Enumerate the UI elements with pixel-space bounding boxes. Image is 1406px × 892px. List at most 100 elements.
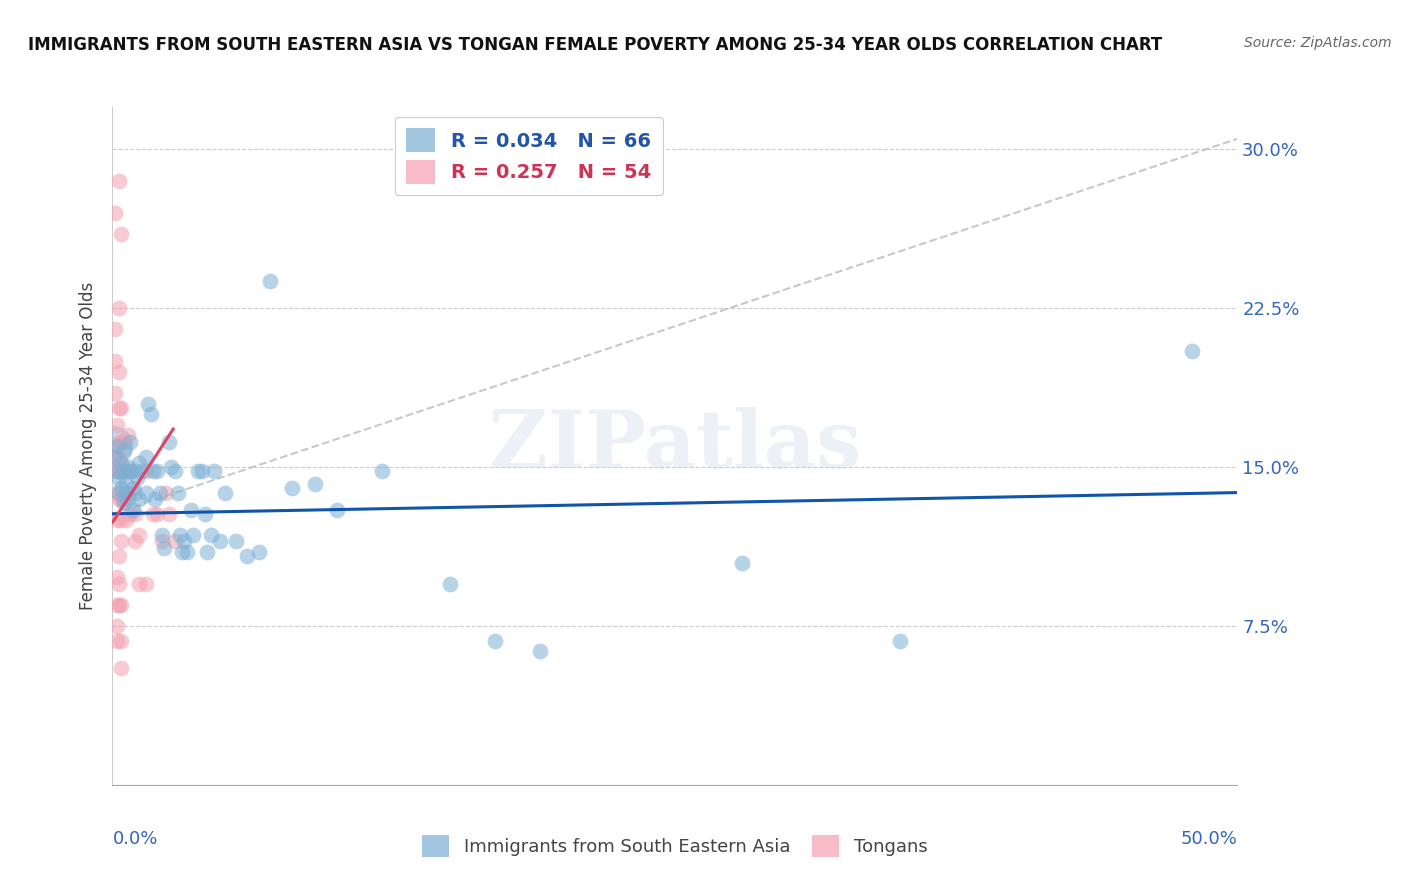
Point — [529, 644, 551, 658]
Point — [191, 464, 214, 478]
Point — [146, 464, 169, 478]
Point — [484, 633, 506, 648]
Point — [110, 456, 132, 470]
Point — [1181, 343, 1204, 358]
Point — [236, 549, 259, 564]
Point — [187, 464, 209, 478]
Point — [169, 528, 191, 542]
Point — [105, 439, 128, 453]
Point — [165, 534, 187, 549]
Point — [195, 545, 218, 559]
Point — [108, 174, 131, 188]
Point — [157, 434, 180, 449]
Point — [115, 485, 138, 500]
Point — [128, 528, 150, 542]
Point — [128, 576, 150, 591]
Point — [124, 534, 146, 549]
Point — [127, 471, 149, 485]
Point — [105, 513, 128, 527]
Point — [149, 485, 172, 500]
Point — [281, 482, 304, 496]
Point — [108, 576, 131, 591]
Point — [135, 464, 157, 478]
Point — [138, 396, 160, 410]
Point — [153, 541, 176, 555]
Point — [104, 206, 127, 220]
Point — [105, 598, 128, 612]
Point — [142, 507, 165, 521]
Text: Source: ZipAtlas.com: Source: ZipAtlas.com — [1244, 36, 1392, 50]
Point — [105, 633, 128, 648]
Point — [112, 464, 135, 478]
Point — [200, 528, 222, 542]
Point — [101, 454, 124, 468]
Point — [120, 464, 142, 478]
Point — [110, 434, 132, 449]
Point — [183, 528, 205, 542]
Point — [108, 464, 131, 478]
Point — [112, 464, 135, 478]
Point — [143, 491, 166, 506]
Point — [108, 598, 131, 612]
Point — [108, 471, 131, 485]
Point — [120, 507, 142, 521]
Point — [142, 464, 165, 478]
Point — [135, 450, 157, 464]
Point — [439, 576, 461, 591]
Point — [120, 464, 142, 478]
Point — [889, 633, 911, 648]
Point — [166, 485, 188, 500]
Point — [108, 301, 131, 316]
Point — [110, 534, 132, 549]
Text: ZIPatlas: ZIPatlas — [489, 407, 860, 485]
Point — [180, 502, 202, 516]
Point — [121, 482, 143, 496]
Point — [150, 528, 173, 542]
Y-axis label: Female Poverty Among 25-34 Year Olds: Female Poverty Among 25-34 Year Olds — [79, 282, 97, 610]
Point — [108, 485, 131, 500]
Point — [115, 485, 138, 500]
Point — [108, 549, 131, 564]
Point — [105, 485, 128, 500]
Point — [202, 464, 225, 478]
Point — [128, 456, 150, 470]
Point — [115, 513, 138, 527]
Text: IMMIGRANTS FROM SOUTH EASTERN ASIA VS TONGAN FEMALE POVERTY AMONG 25-34 YEAR OLD: IMMIGRANTS FROM SOUTH EASTERN ASIA VS TO… — [28, 36, 1163, 54]
Point — [105, 464, 128, 478]
Point — [112, 434, 135, 449]
Point — [135, 576, 157, 591]
Point — [108, 434, 131, 449]
Point — [104, 386, 127, 401]
Point — [259, 274, 281, 288]
Point — [209, 534, 232, 549]
Point — [160, 460, 183, 475]
Point — [108, 491, 131, 506]
Point — [173, 534, 195, 549]
Point — [110, 598, 132, 612]
Point — [128, 491, 150, 506]
Point — [304, 477, 326, 491]
Point — [105, 570, 128, 584]
Point — [112, 443, 135, 458]
Point — [110, 633, 132, 648]
Point — [139, 407, 162, 421]
Point — [731, 556, 754, 570]
Point — [165, 464, 187, 478]
Point — [247, 545, 270, 559]
Point — [110, 491, 132, 506]
Point — [194, 507, 217, 521]
Point — [108, 365, 131, 379]
Point — [117, 491, 139, 506]
Point — [112, 496, 135, 510]
Point — [371, 464, 394, 478]
Legend: Immigrants from South Eastern Asia, Tongans: Immigrants from South Eastern Asia, Tong… — [415, 828, 935, 864]
Point — [117, 460, 139, 475]
Text: 50.0%: 50.0% — [1181, 830, 1237, 847]
Point — [176, 545, 198, 559]
Point — [110, 401, 132, 415]
Point — [110, 513, 132, 527]
Point — [115, 475, 138, 489]
Point — [135, 485, 157, 500]
Text: 0.0%: 0.0% — [112, 830, 157, 847]
Point — [112, 491, 135, 506]
